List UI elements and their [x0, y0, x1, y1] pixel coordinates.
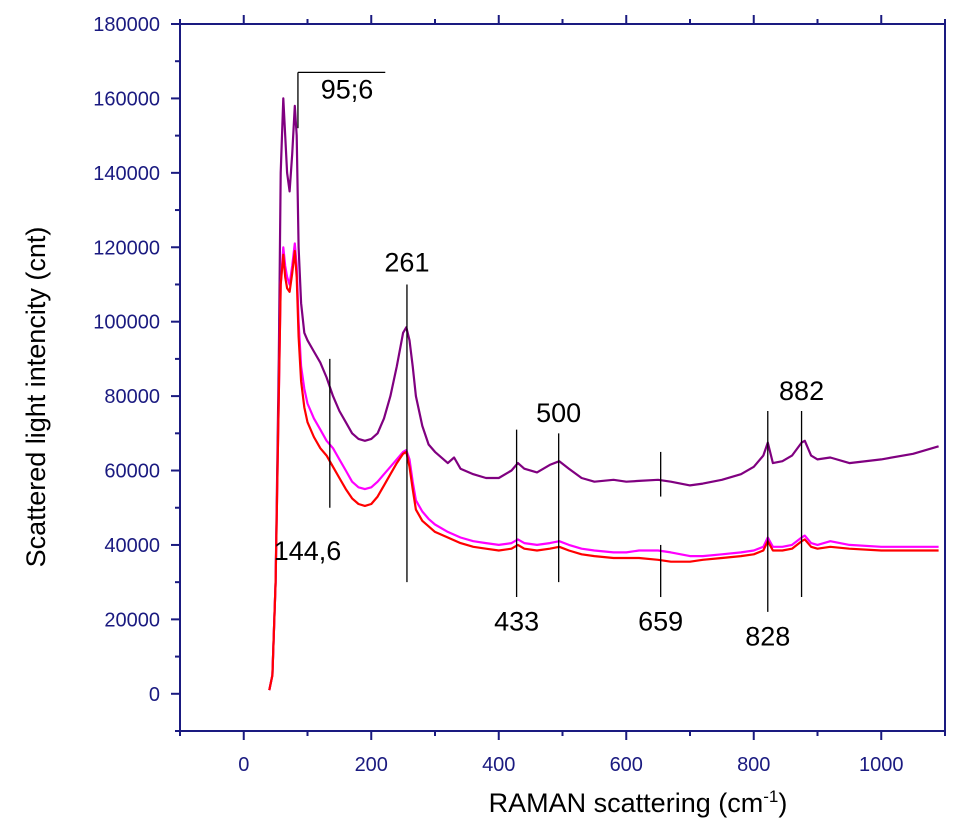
annotation-layer: 95;6 144,6 261 433 500 659 828 882	[274, 71, 824, 651]
peak-label: 433	[494, 607, 539, 637]
peak-label: 659	[638, 607, 683, 637]
peak-label: 144,6	[274, 536, 342, 566]
x-axis-title-suffix: )	[778, 788, 787, 818]
peak-label: 261	[384, 247, 429, 277]
peak-label: 882	[779, 376, 824, 406]
y-tick-label: 140000	[93, 163, 160, 185]
y-axis-title: Scattered light intencity (cnt)	[21, 227, 51, 568]
peak-label: 828	[745, 621, 790, 651]
tick-layer: 0 200 400 600 800 1000 0 20000 40000 60000 80000 10…	[93, 14, 946, 776]
y-tick-label: 80000	[104, 386, 160, 408]
peak-label: 500	[536, 398, 581, 428]
x-axis-title-superscript: -1	[763, 787, 778, 806]
y-tick-label: 180000	[93, 14, 160, 36]
y-tick-label: 60000	[104, 461, 160, 483]
x-axis-title: RAMAN scattering (cm-1)	[489, 787, 788, 818]
y-tick-label: 0	[149, 684, 160, 706]
x-tick-label: 0	[238, 754, 249, 776]
peak-label: 95;6	[321, 74, 374, 104]
x-tick-label: 800	[737, 754, 770, 776]
y-tick-label: 100000	[93, 312, 160, 334]
series-line-3	[268, 249, 939, 691]
x-tick-label: 600	[610, 754, 643, 776]
y-tick-label: 40000	[104, 535, 160, 557]
x-tick-label: 1000	[859, 754, 904, 776]
plot-frame	[179, 23, 946, 732]
series-line-1	[268, 97, 939, 691]
y-tick-label: 120000	[93, 237, 160, 259]
y-tick-label: 160000	[93, 88, 160, 110]
x-axis-title-main: RAMAN scattering (cm	[489, 788, 764, 818]
y-tick-label: 20000	[104, 609, 160, 631]
x-tick-label: 400	[482, 754, 515, 776]
x-tick-label: 200	[355, 754, 388, 776]
series-layer	[268, 97, 939, 691]
series-line-2	[268, 242, 939, 691]
plot-area	[179, 23, 946, 732]
